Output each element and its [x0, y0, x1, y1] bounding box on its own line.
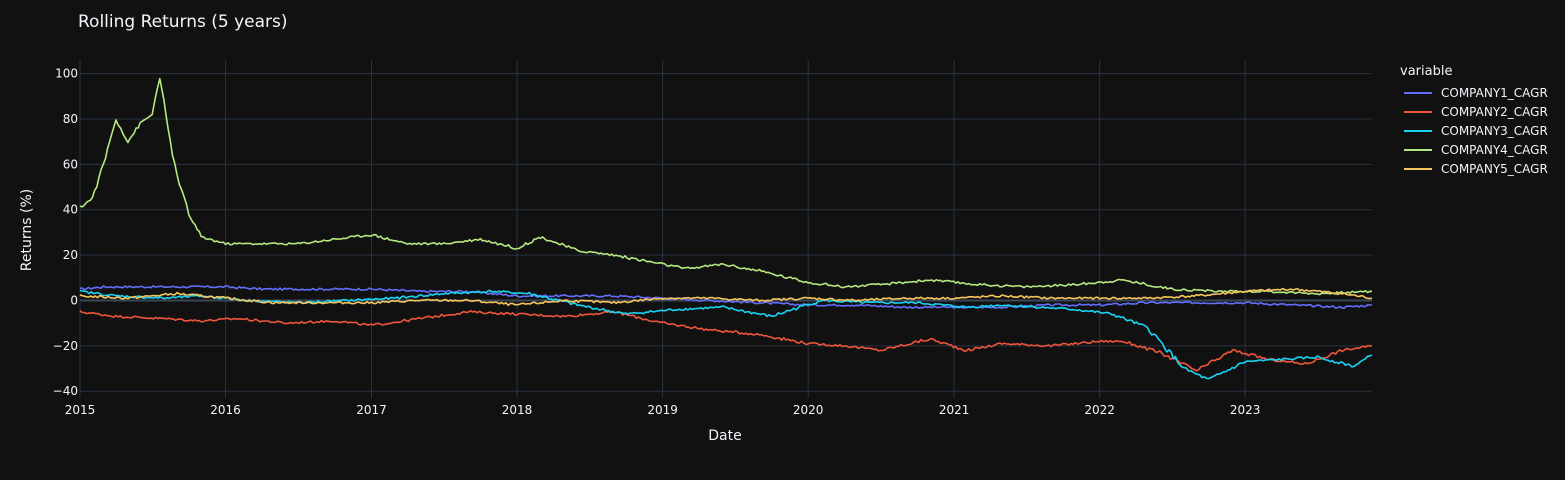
series-line-company2-cagr[interactable] — [79, 310, 1373, 372]
legend-swatch — [1404, 148, 1432, 151]
legend-items: COMPANY1_CAGR COMPANY2_CAGR COMPANY3_CAGR C… — [1400, 83, 1548, 178]
x-axis-ticks: 2015 2016 2017 2018 2019 2020 2021 2022 2023 — [65, 403, 1261, 417]
y-axis-ticks: −40 −20 0 20 40 60 80 100 — [53, 67, 78, 399]
y-axis-title: Returns (%) — [19, 189, 35, 271]
y-tick-label: 40 — [63, 203, 78, 217]
legend: variable COMPANY1_CAGR COMPANY2_CAGR COMPA… — [1400, 64, 1548, 178]
y-tick-label: −20 — [53, 339, 78, 353]
chart-title: Rolling Returns (5 years) — [78, 12, 288, 32]
x-tick-label: 2023 — [1230, 403, 1261, 417]
series-line-company1-cagr[interactable] — [79, 285, 1373, 310]
series-line-company3-cagr[interactable] — [79, 289, 1373, 380]
y-tick-label: 20 — [63, 248, 78, 262]
legend-item-company2-cagr[interactable]: COMPANY2_CAGR — [1400, 102, 1548, 121]
legend-item-company1-cagr[interactable]: COMPANY1_CAGR — [1400, 83, 1548, 102]
x-tick-label: 2018 — [502, 403, 533, 417]
series-lines — [79, 77, 1373, 380]
x-tick-label: 2015 — [65, 403, 96, 417]
y-tick-label: 0 — [70, 293, 78, 307]
legend-swatch — [1404, 167, 1432, 170]
y-tick-label: 80 — [63, 112, 78, 126]
legend-item-company5-cagr[interactable]: COMPANY5_CAGR — [1400, 159, 1548, 178]
x-axis-title: Date — [708, 428, 741, 444]
series-line-company4-cagr[interactable] — [79, 77, 1373, 296]
legend-swatch — [1404, 110, 1432, 113]
x-tick-label: 2022 — [1084, 403, 1115, 417]
legend-item-company3-cagr[interactable]: COMPANY3_CAGR — [1400, 121, 1548, 140]
legend-label: COMPANY3_CAGR — [1441, 123, 1548, 138]
gridlines — [79, 60, 1372, 398]
x-tick-label: 2017 — [356, 403, 387, 417]
legend-swatch — [1404, 91, 1432, 94]
legend-item-company4-cagr[interactable]: COMPANY4_CAGR — [1400, 140, 1548, 159]
legend-label: COMPANY1_CAGR — [1441, 85, 1548, 100]
y-tick-label: −40 — [53, 384, 78, 398]
x-tick-label: 2016 — [210, 403, 241, 417]
legend-label: COMPANY4_CAGR — [1441, 142, 1548, 157]
y-tick-label: 100 — [55, 67, 78, 81]
series-line-company5-cagr[interactable] — [79, 287, 1373, 307]
legend-label: COMPANY2_CAGR — [1441, 104, 1548, 119]
x-tick-label: 2020 — [793, 403, 824, 417]
x-tick-label: 2019 — [647, 403, 678, 417]
x-tick-label: 2021 — [939, 403, 970, 417]
legend-label: COMPANY5_CAGR — [1441, 161, 1548, 176]
legend-title: variable — [1400, 64, 1453, 79]
legend-swatch — [1404, 129, 1432, 132]
y-tick-label: 60 — [63, 157, 78, 171]
